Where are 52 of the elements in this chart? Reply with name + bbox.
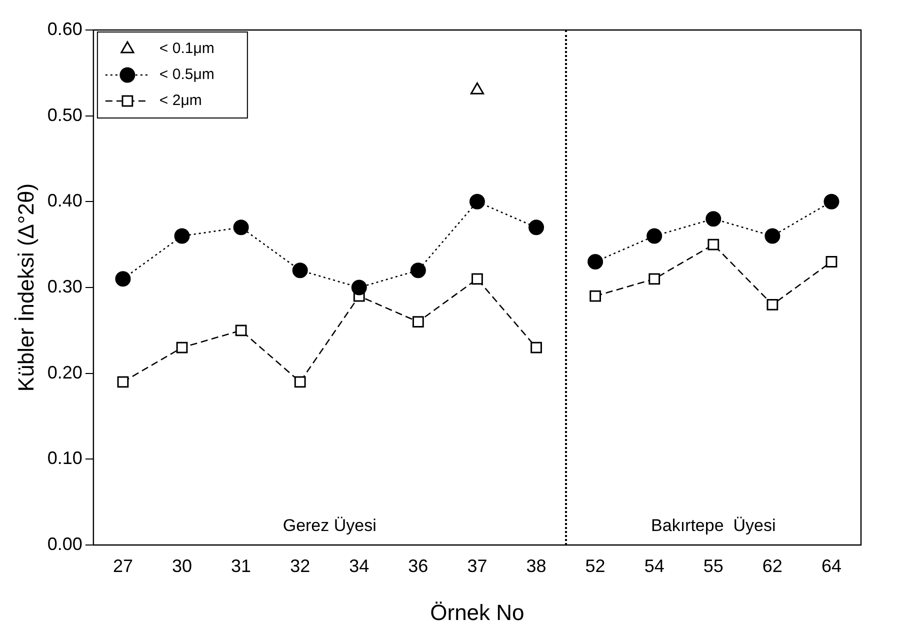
point (706, 211, 722, 227)
point (648, 273, 660, 285)
annotation: Bakırtepe Üyesi (651, 516, 776, 536)
x-tick-label: 64 (821, 556, 842, 576)
point (294, 376, 306, 388)
point (646, 228, 662, 244)
point (233, 220, 249, 236)
x-tick-label: 55 (703, 556, 724, 576)
legend-label: < 0.5μm (159, 66, 214, 84)
x-tick-label: 54 (644, 556, 664, 576)
point (588, 254, 604, 270)
x-tick-label: 36 (408, 556, 428, 576)
point (469, 194, 485, 210)
point (826, 256, 838, 268)
point (528, 220, 544, 236)
y-axis-title: Kübler İndeksi (Δ°2θ) (13, 183, 38, 392)
x-tick-label: 32 (290, 556, 310, 576)
x-tick-label: 31 (231, 556, 252, 576)
x-tick-label: 34 (349, 556, 370, 576)
point (176, 342, 188, 354)
point (530, 342, 542, 354)
point (115, 271, 131, 287)
y-tick-label: 0.60 (47, 18, 82, 39)
legend-label: < 2μm (159, 92, 202, 110)
y-tick-label: 0.40 (47, 190, 82, 211)
point (766, 298, 778, 310)
x-tick-label: 30 (172, 556, 192, 576)
point (472, 273, 483, 285)
y-tick-label: 0.30 (47, 276, 82, 296)
point (824, 194, 840, 210)
point (351, 280, 367, 296)
point (117, 376, 129, 388)
point (590, 290, 602, 302)
x-axis-title: Örnek No (430, 600, 524, 625)
y-tick-label: 0.20 (47, 362, 82, 382)
y-tick-label: 0.00 (47, 534, 82, 554)
annotation: Gerez Üyesi (282, 516, 376, 536)
x-tick-label: 38 (526, 556, 546, 576)
point (708, 238, 720, 250)
x-tick-label: 37 (467, 556, 488, 576)
point (764, 228, 780, 244)
x-tick-label: 52 (585, 556, 606, 576)
point (412, 316, 424, 328)
point (235, 324, 247, 336)
point (174, 228, 190, 244)
y-tick-label: 0.50 (47, 104, 82, 125)
y-tick-label: 0.10 (47, 448, 82, 468)
legend-label: < 0.1μm (159, 40, 214, 58)
point (410, 262, 426, 278)
x-tick-label: 27 (112, 556, 133, 576)
x-tick-label: 62 (762, 556, 782, 576)
point (292, 262, 308, 278)
